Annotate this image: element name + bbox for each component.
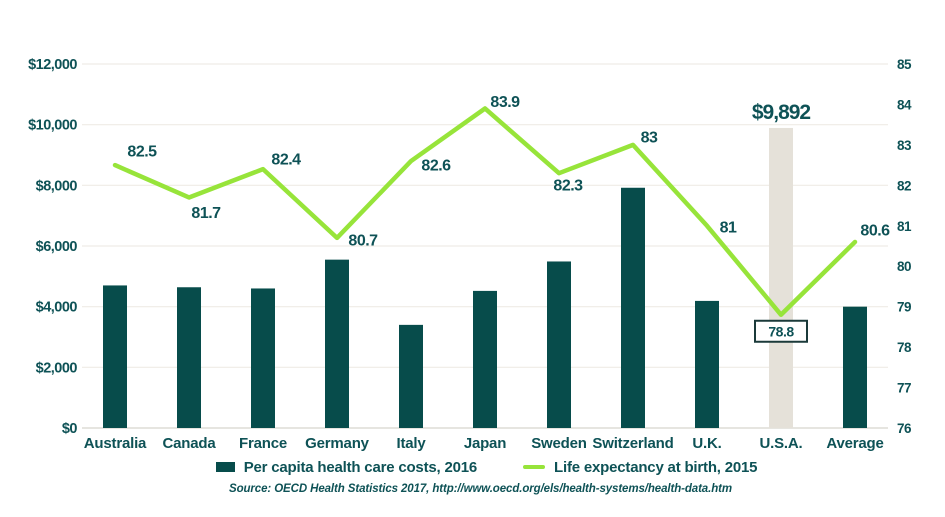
line-point-label-switzerland: 83 xyxy=(641,129,658,146)
right-axis-tick-label: 84 xyxy=(897,97,912,112)
line-point-label-u-s-a: 78.8 xyxy=(768,323,794,339)
legend-item-costs: Per capita health care costs, 2016 xyxy=(215,458,478,476)
right-axis-tick-label: 80 xyxy=(897,259,911,274)
left-axis-tick-label: $10,000 xyxy=(28,118,77,134)
left-axis-tick-label: $8,000 xyxy=(36,178,78,194)
us-cost-callout: $9,892 xyxy=(752,101,811,124)
x-axis-label-italy: Italy xyxy=(396,435,426,452)
right-axis-tick-label: 79 xyxy=(897,300,911,315)
line-point-label-u-k: 81 xyxy=(720,219,737,236)
legend-item-life-expectancy: Life expectancy at birth, 2015 xyxy=(523,459,757,476)
x-axis-label-u-k: U.K. xyxy=(692,435,721,452)
line-swatch-icon xyxy=(523,465,546,469)
bar-italy xyxy=(399,324,423,428)
x-axis-label-u-s-a: U.S.A. xyxy=(760,435,803,452)
line-point-label-france: 82.4 xyxy=(271,152,301,169)
bar-u-s-a xyxy=(769,127,793,429)
life-expectancy-callout-box xyxy=(754,319,808,343)
right-axis-tick-label: 81 xyxy=(897,219,912,234)
x-axis-label-germany: Germany xyxy=(305,435,369,452)
bar-france xyxy=(251,288,275,428)
chart-legend: Per capita health care costs, 2016 Life … xyxy=(14,457,945,477)
bar-swatch-icon xyxy=(215,462,235,472)
bar-switzerland xyxy=(621,187,645,428)
left-axis-tick-label: $0 xyxy=(62,421,78,437)
left-axis-tick-label: $2,000 xyxy=(36,360,78,376)
bar-canada xyxy=(177,287,201,428)
x-axis-label-japan: Japan xyxy=(464,435,506,452)
x-axis-label-australia: Australia xyxy=(84,435,147,452)
bar-australia xyxy=(103,285,127,428)
right-axis-tick-label: 76 xyxy=(897,421,912,436)
line-point-label-sweden: 82.3 xyxy=(553,178,583,195)
left-axis-tick-label: $12,000 xyxy=(28,57,77,73)
right-axis-tick-label: 85 xyxy=(897,57,912,72)
legend-label-costs: Per capita health care costs, 2016 xyxy=(243,458,478,476)
left-axis-tick-label: $4,000 xyxy=(36,300,78,316)
x-axis-label-average: Average xyxy=(826,435,883,452)
right-axis-tick-label: 82 xyxy=(897,178,911,193)
legend-label-life-expectancy: Life expectancy at birth, 2015 xyxy=(554,458,758,476)
left-axis-tick-label: $6,000 xyxy=(36,239,78,255)
bar-japan xyxy=(473,290,497,428)
right-axis-tick-label: 77 xyxy=(897,381,911,396)
line-point-label-italy: 82.6 xyxy=(421,158,451,175)
line-point-label-australia: 82.5 xyxy=(127,144,157,161)
line-point-label-germany: 80.7 xyxy=(348,232,378,249)
x-axis-label-france: France xyxy=(239,435,287,452)
line-point-label-average: 80.6 xyxy=(860,222,890,239)
line-point-label-japan: 83.9 xyxy=(490,94,520,111)
bar-u-k xyxy=(695,300,719,428)
source-note: Source: OECD Health Statistics 2017, htt… xyxy=(229,483,732,495)
right-axis-tick-label: 83 xyxy=(897,138,912,153)
x-axis-label-sweden: Sweden xyxy=(531,435,587,452)
line-point-label-canada: 81.7 xyxy=(191,205,221,222)
x-axis-label-canada: Canada xyxy=(163,435,217,452)
bar-sweden xyxy=(547,261,571,428)
bar-average xyxy=(843,306,867,428)
life-expectancy-line xyxy=(112,106,858,318)
right-axis-tick-label: 78 xyxy=(897,340,912,355)
x-axis-label-switzerland: Switzerland xyxy=(592,435,673,452)
bar-germany xyxy=(325,259,349,428)
